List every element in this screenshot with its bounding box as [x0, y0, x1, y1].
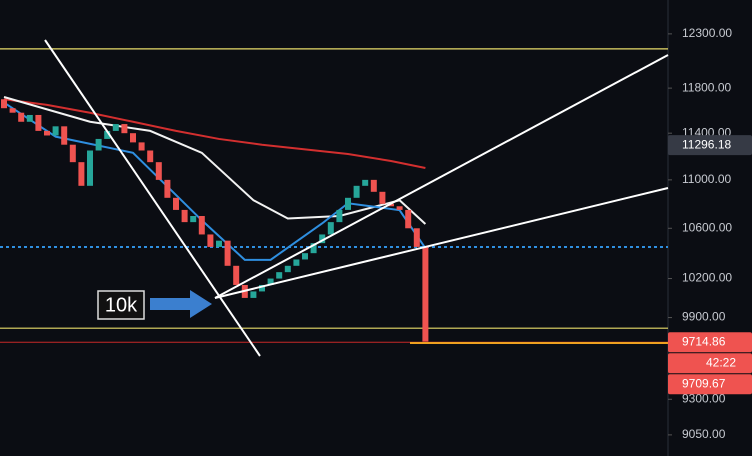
candle	[147, 150, 154, 163]
price-tag-label: 42:22	[706, 355, 736, 369]
candle	[422, 246, 429, 342]
candle	[1, 99, 7, 109]
price-tag	[668, 332, 752, 353]
candle	[284, 265, 291, 273]
candle	[327, 222, 334, 235]
price-tag	[668, 135, 752, 156]
candle	[224, 240, 231, 266]
trend-line	[214, 54, 669, 299]
candle	[362, 179, 369, 186]
candle	[396, 206, 403, 210]
candle	[198, 216, 205, 235]
candle	[52, 126, 59, 136]
candle	[388, 203, 394, 207]
moving-average	[3, 98, 426, 170]
trend-line	[44, 39, 261, 357]
y-tick-label: 11800.00	[682, 80, 731, 94]
candle	[173, 197, 179, 210]
annotation-text: 10k	[105, 294, 138, 316]
candle	[138, 142, 145, 151]
candle	[319, 234, 326, 244]
candle	[78, 162, 85, 186]
candle	[216, 240, 222, 247]
candle	[250, 291, 257, 298]
candle	[61, 126, 68, 145]
candle	[353, 185, 360, 198]
candle	[164, 179, 171, 198]
arrow	[150, 290, 212, 318]
price-tag	[668, 353, 752, 374]
candle	[293, 259, 300, 266]
price-axis: 12300.0011800.0011400.0011000.0010600.00…	[668, 26, 752, 441]
candle	[44, 130, 50, 136]
candle	[181, 209, 188, 223]
candle	[267, 278, 274, 285]
y-tick-label: 10200.00	[682, 271, 732, 285]
candle	[413, 228, 420, 247]
candle	[104, 130, 111, 139]
candle	[112, 124, 119, 131]
trend-line	[214, 187, 669, 299]
candle	[155, 162, 162, 180]
candle	[9, 108, 16, 113]
candle	[26, 114, 33, 122]
y-tick-label: 9050.00	[682, 427, 726, 441]
price-tag	[668, 374, 752, 395]
candle	[336, 209, 343, 223]
candle	[259, 284, 265, 292]
candle	[35, 114, 42, 131]
price-tag-label: 9709.67	[682, 376, 726, 390]
moving-average	[3, 101, 427, 261]
candle	[405, 209, 412, 229]
candle	[69, 144, 76, 163]
candle	[121, 124, 128, 134]
candle	[95, 138, 102, 151]
candle	[379, 191, 386, 204]
y-tick-label: 9900.00	[682, 310, 726, 324]
candle	[310, 243, 317, 254]
candle	[190, 216, 197, 223]
y-tick-label: 10600.00	[682, 220, 732, 234]
moving-average	[3, 96, 427, 225]
y-tick-label: 9300.00	[682, 391, 726, 405]
trend-lines	[44, 39, 669, 357]
y-tick-label: 11000.00	[682, 172, 731, 186]
candle	[302, 253, 308, 260]
candle	[233, 265, 240, 285]
candle	[207, 234, 214, 247]
price-tag-label: 9714.86	[682, 334, 726, 348]
candle	[18, 112, 25, 122]
annotation: 10k	[97, 290, 212, 320]
candle	[130, 133, 136, 143]
price-tag-label: 11296.18	[682, 137, 731, 151]
candle	[345, 197, 351, 210]
y-tick-label: 12300.00	[682, 26, 732, 40]
candle	[370, 179, 377, 192]
candle	[87, 150, 93, 186]
candle	[276, 272, 283, 279]
annotation-box	[97, 290, 145, 320]
